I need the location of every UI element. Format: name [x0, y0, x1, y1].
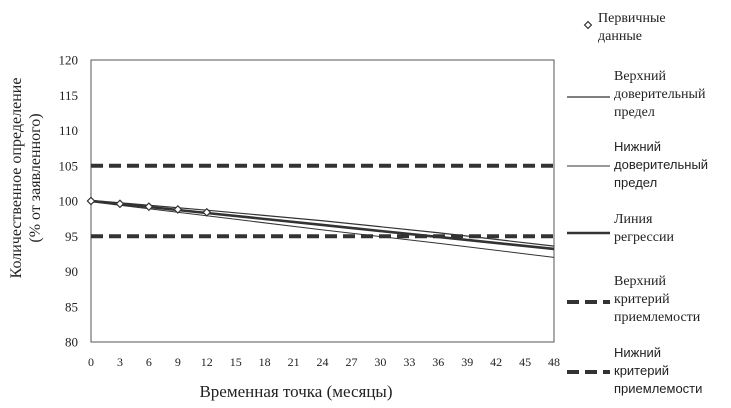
x-tick-label: 45: [519, 355, 531, 369]
x-tick-label: 3: [117, 355, 123, 369]
legend-diamond-icon: [583, 20, 593, 30]
y-tick-label: 100: [59, 194, 79, 209]
y-axis-label: Количественное определение (% от заявленн…: [8, 78, 44, 279]
series-layer: [86, 163, 555, 258]
legend-label-line: критерий: [614, 292, 670, 307]
plot-area: [90, 59, 555, 343]
legend-label-line: приемлемости: [614, 310, 701, 325]
legend-label-line: данные: [598, 29, 642, 44]
x-tick-label: 12: [201, 355, 213, 369]
y-tick-label: 115: [59, 88, 78, 103]
x-tick-label: 36: [432, 355, 444, 369]
legend-label-line: приемлемости: [614, 381, 702, 396]
x-tick-label: 21: [288, 355, 300, 369]
x-tick-label: 9: [175, 355, 181, 369]
legend-label-line: предел: [614, 105, 655, 120]
x-tick-label: 39: [461, 355, 473, 369]
x-tick-label: 27: [345, 355, 357, 369]
legend-label-line: Линия: [614, 212, 653, 227]
x-tick-label: 15: [230, 355, 242, 369]
legend-label-line: Нижний: [614, 345, 661, 360]
series-line: [90, 199, 555, 251]
x-tick-label: 6: [146, 355, 152, 369]
x-axis-label: Временная точка (месяцы): [199, 382, 392, 401]
data-point-marker: [202, 207, 212, 217]
x-tick-label: 24: [317, 355, 329, 369]
y-axis-label-line: (% от заявленного): [27, 113, 44, 242]
y-tick-labels: 80 85 90 95 100 105 110 115 120: [59, 53, 79, 350]
x-tick-label: 30: [374, 355, 386, 369]
legend-label-line: Верхний: [614, 69, 667, 84]
y-tick-label: 95: [65, 229, 78, 244]
data-point-marker: [144, 202, 154, 212]
y-axis-label-line: Количественное определение: [8, 78, 25, 279]
data-point-marker: [115, 199, 125, 209]
x-tick-label: 48: [548, 355, 560, 369]
y-tick-label: 105: [59, 158, 79, 173]
legend-label-line: регрессии: [614, 230, 674, 245]
legend: Первичные данные Верхний доверительный преде…: [567, 11, 708, 396]
x-tick-label: 0: [88, 355, 94, 369]
y-tick-label: 110: [59, 123, 78, 138]
series-line: [90, 199, 555, 247]
legend-label-line: Первичные: [598, 11, 666, 26]
legend-label-line: предел: [614, 175, 657, 190]
legend-label-line: доверительный: [614, 87, 706, 102]
legend-label-line: Верхний: [614, 274, 667, 289]
data-point-marker: [86, 196, 96, 206]
legend-label-line: доверительный: [614, 157, 708, 172]
series-line: [90, 201, 555, 258]
data-point-marker: [173, 205, 183, 214]
x-tick-label: 33: [403, 355, 415, 369]
x-tick-label: 18: [259, 355, 271, 369]
y-tick-label: 90: [65, 264, 78, 279]
y-tick-label: 85: [65, 299, 78, 314]
legend-label-line: критерий: [614, 363, 669, 378]
legend-label-line: Нижний: [614, 139, 661, 154]
y-tick-label: 120: [59, 53, 79, 68]
y-tick-label: 80: [65, 335, 78, 350]
x-tick-label: 42: [490, 355, 502, 369]
x-tick-labels: 0 3 6 9 12 15 18 21 24 27 30 33 36 39 42 45 48: [88, 355, 560, 369]
